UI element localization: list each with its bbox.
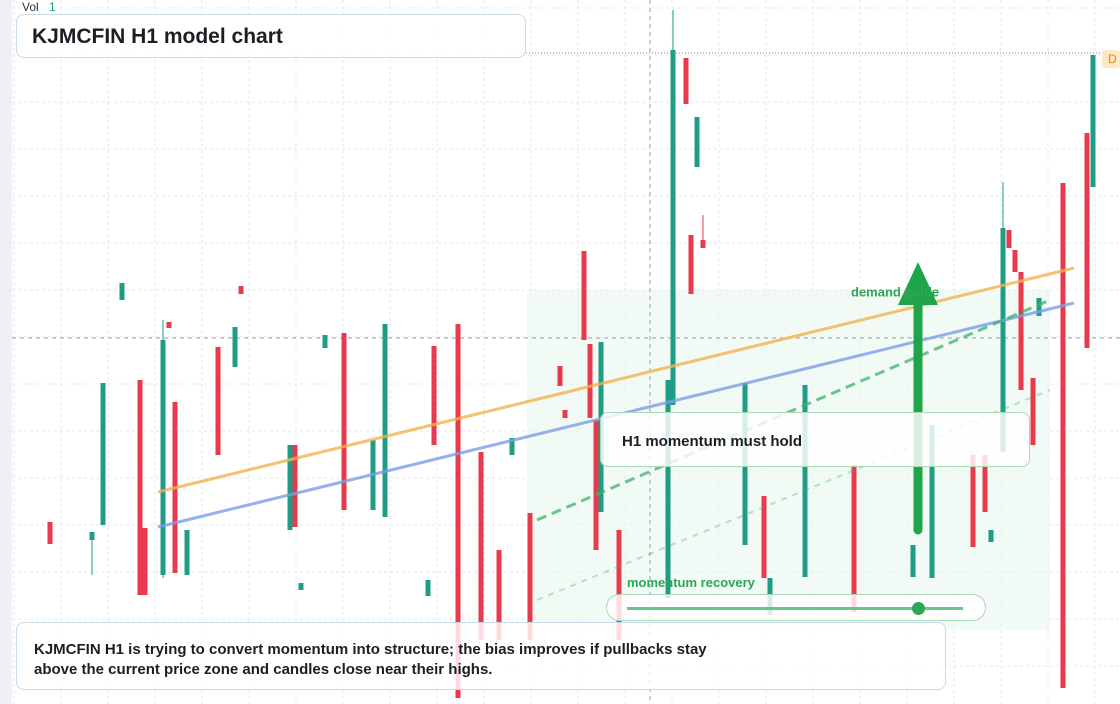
- candle-body: [509, 438, 515, 455]
- candle-body: [929, 425, 935, 578]
- candle-body: [89, 532, 95, 540]
- candle-body: [562, 410, 568, 418]
- candle-body: [142, 528, 148, 595]
- candle-body: [238, 286, 244, 294]
- candle-body: [1000, 228, 1006, 452]
- candle-body: [851, 465, 857, 612]
- candle-body: [100, 383, 106, 525]
- candle-body: [431, 346, 437, 445]
- volume-label: Vol: [22, 0, 39, 14]
- candle-body: [593, 420, 599, 550]
- candle-body: [587, 344, 593, 418]
- slider-track: [627, 607, 963, 610]
- annotation: demand guide: [851, 284, 939, 299]
- candle-body: [802, 385, 808, 577]
- candle-body: [761, 496, 767, 578]
- candle-body: [1090, 55, 1096, 187]
- candle-body: [1030, 378, 1036, 445]
- candle-body: [1036, 298, 1042, 316]
- note: KJMCFIN H1 is trying to convert momentum…: [34, 640, 707, 680]
- volume-value: 1: [49, 0, 56, 14]
- candle-body: [988, 530, 994, 542]
- candle-body: [688, 235, 694, 294]
- candle-body: [616, 530, 622, 640]
- candle-body: [683, 58, 689, 104]
- note-line: KJMCFIN H1 is trying to convert momentum…: [34, 641, 707, 658]
- candle-body: [47, 522, 53, 544]
- note-line: above the current price zone and candles…: [34, 661, 493, 678]
- candle-body: [557, 366, 563, 386]
- callout-text: H1 momentum must hold: [622, 433, 803, 450]
- title-box: KJMCFIN H1 model chart: [16, 14, 526, 58]
- candle-body: [166, 322, 172, 328]
- candle-body: [298, 583, 304, 590]
- candle-body: [425, 580, 431, 596]
- candle-body: [478, 452, 484, 640]
- candle-body: [287, 445, 293, 530]
- note-box: KJMCFIN H1 is trying to convert momentum…: [16, 622, 946, 690]
- candle-body: [670, 50, 676, 405]
- candle-body: [694, 117, 700, 167]
- candle-body: [700, 240, 706, 248]
- candle-body: [184, 530, 190, 575]
- candle-body: [1084, 133, 1090, 348]
- candle-body: [1006, 230, 1012, 248]
- candle-body: [527, 513, 533, 640]
- candle-body: [160, 340, 166, 575]
- candle-body: [910, 545, 916, 577]
- candle-body: [455, 324, 461, 698]
- candle-body: [382, 324, 388, 517]
- candle-body: [137, 380, 143, 595]
- candle-body: [665, 380, 671, 598]
- candle-body: [119, 283, 125, 300]
- candle-body: [1018, 272, 1024, 390]
- candle-body: [982, 455, 988, 512]
- candle-body: [341, 333, 347, 510]
- candle-body: [1012, 250, 1018, 272]
- candle-body: [215, 347, 221, 455]
- candle-body: [581, 251, 587, 340]
- callout: H1 momentum must hold: [600, 412, 1030, 467]
- candle-body: [1060, 183, 1066, 688]
- candle-body: [496, 550, 502, 640]
- slider-label: momentum recovery: [627, 575, 755, 590]
- chart-title: KJMCFIN H1 model chart: [32, 25, 283, 48]
- candle-body: [970, 455, 976, 547]
- candle-body: [292, 445, 298, 527]
- price-tag: D: [1108, 52, 1117, 66]
- slider-knob[interactable]: [912, 602, 925, 615]
- candle-body: [232, 327, 238, 367]
- candle-body: [322, 335, 328, 348]
- slider[interactable]: [606, 594, 986, 621]
